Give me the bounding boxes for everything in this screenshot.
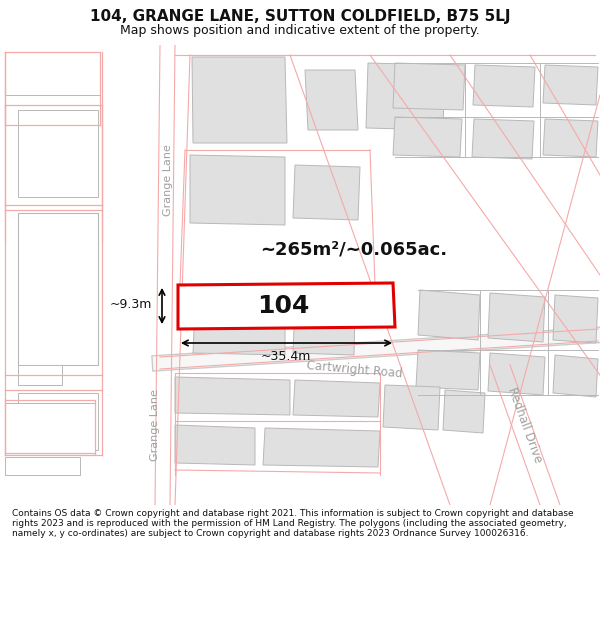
- Polygon shape: [473, 65, 535, 107]
- Polygon shape: [175, 425, 255, 465]
- Polygon shape: [178, 283, 395, 329]
- Polygon shape: [416, 350, 480, 390]
- Polygon shape: [192, 57, 287, 143]
- Polygon shape: [393, 63, 465, 110]
- Polygon shape: [293, 165, 360, 220]
- Polygon shape: [175, 377, 290, 415]
- Polygon shape: [488, 353, 545, 395]
- Text: Grange Lane: Grange Lane: [163, 144, 173, 216]
- Text: 104: 104: [257, 294, 309, 318]
- Text: Redhall Drive: Redhall Drive: [505, 386, 545, 464]
- Polygon shape: [366, 63, 445, 130]
- Polygon shape: [443, 390, 485, 433]
- Polygon shape: [5, 457, 80, 475]
- Text: Cartwright Road: Cartwright Road: [307, 359, 404, 381]
- Polygon shape: [190, 155, 285, 225]
- Polygon shape: [393, 117, 462, 157]
- Polygon shape: [5, 52, 100, 95]
- Text: Grange Lane: Grange Lane: [150, 389, 160, 461]
- Polygon shape: [383, 385, 440, 430]
- Polygon shape: [18, 110, 98, 197]
- Polygon shape: [18, 365, 62, 385]
- Polygon shape: [18, 393, 98, 450]
- Text: ~35.4m: ~35.4m: [261, 351, 311, 364]
- Polygon shape: [293, 380, 380, 417]
- Polygon shape: [472, 119, 534, 159]
- Polygon shape: [263, 428, 380, 467]
- Polygon shape: [18, 213, 98, 365]
- Polygon shape: [193, 305, 285, 355]
- Polygon shape: [543, 119, 598, 157]
- Polygon shape: [553, 295, 598, 343]
- Polygon shape: [418, 290, 480, 340]
- Polygon shape: [305, 70, 358, 130]
- Text: Map shows position and indicative extent of the property.: Map shows position and indicative extent…: [120, 24, 480, 37]
- Text: ~9.3m: ~9.3m: [110, 299, 152, 311]
- Polygon shape: [5, 403, 95, 453]
- Text: Contains OS data © Crown copyright and database right 2021. This information is : Contains OS data © Crown copyright and d…: [12, 509, 574, 538]
- Text: 104, GRANGE LANE, SUTTON COLDFIELD, B75 5LJ: 104, GRANGE LANE, SUTTON COLDFIELD, B75 …: [90, 9, 510, 24]
- Polygon shape: [488, 293, 545, 342]
- Polygon shape: [553, 355, 598, 397]
- Polygon shape: [543, 65, 598, 105]
- Text: ~265m²/~0.065ac.: ~265m²/~0.065ac.: [260, 241, 447, 259]
- Polygon shape: [293, 307, 355, 355]
